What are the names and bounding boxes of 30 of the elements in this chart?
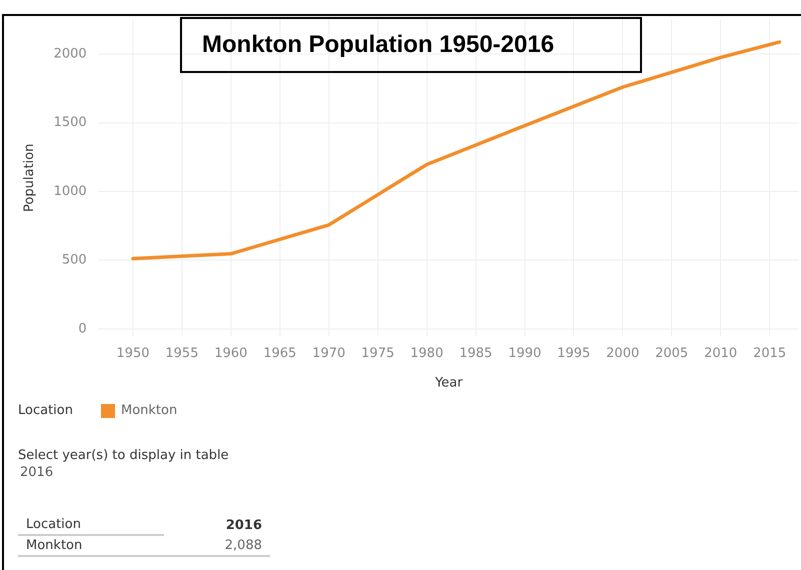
x-tick-label: 1965 — [263, 346, 296, 361]
x-tick-label: 1980 — [410, 346, 444, 361]
y-axis-title: Population — [22, 144, 38, 212]
text: 2016 — [224, 516, 263, 534]
x-tick-label: 1950 — [116, 346, 150, 361]
x-tick-label: 1990 — [508, 346, 542, 361]
text: 2016 — [20, 465, 54, 480]
x-axis-title: Year — [434, 376, 464, 391]
text: Select year(s) to display in table — [18, 448, 229, 463]
text: Monkton — [18, 535, 164, 556]
y-tick-label: 1500 — [54, 115, 87, 130]
legend-title: Location — [18, 403, 73, 418]
x-tick-label: 1955 — [165, 346, 198, 361]
legend-label: Monkton — [120, 403, 178, 418]
y-tick-label: 1000 — [54, 184, 87, 199]
x-tick-label: 2015 — [753, 346, 786, 361]
x-tick-label: 1960 — [214, 346, 248, 361]
x-tick-label: 2005 — [655, 346, 688, 361]
y-tick-label: 500 — [62, 252, 87, 268]
y-tick-label: 2000 — [54, 46, 87, 62]
x-tick-label: 2010 — [704, 346, 738, 361]
text: Location — [18, 515, 164, 535]
y-tick-label: 0 — [78, 321, 87, 336]
x-tick-label: 1995 — [557, 346, 590, 361]
x-tick-label: 1970 — [312, 346, 346, 361]
x-tick-label: 1985 — [459, 346, 492, 361]
x-tick-label: 1975 — [361, 346, 394, 361]
text: Monkton Population 1950-2016 — [180, 17, 642, 73]
text: 2,088 — [164, 535, 270, 556]
x-tick-label: 2000 — [606, 346, 640, 361]
